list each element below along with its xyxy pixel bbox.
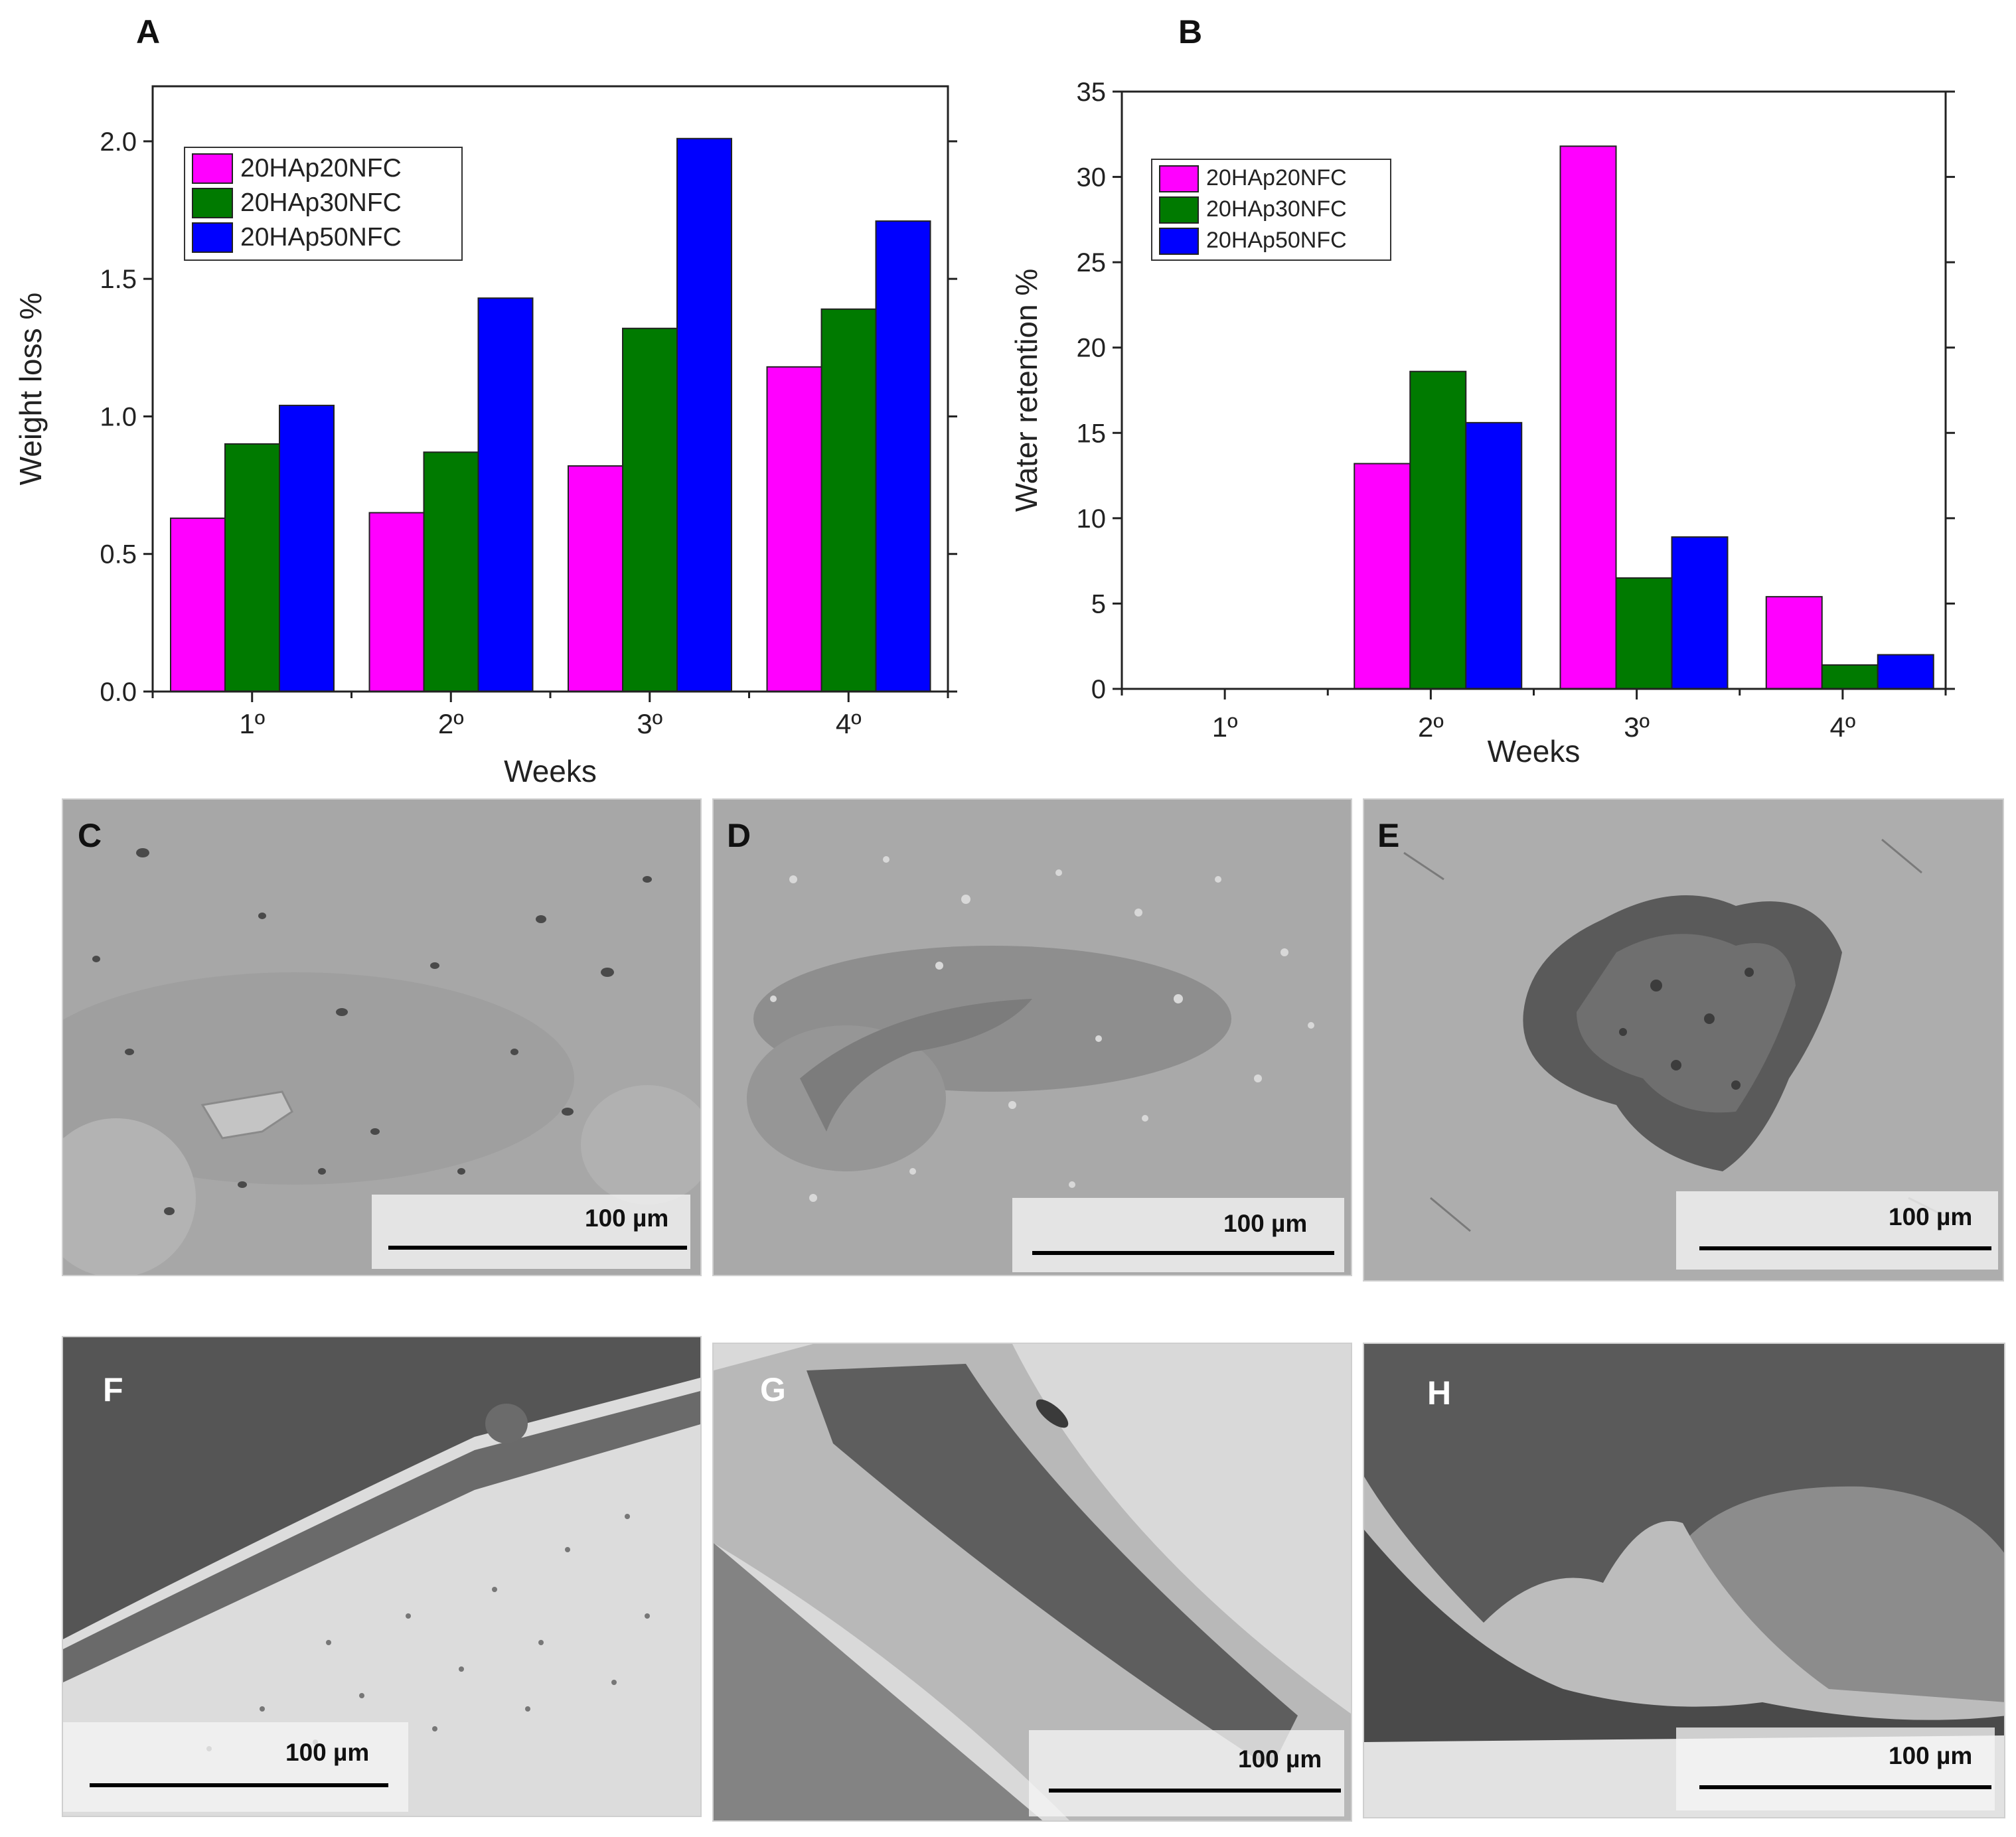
x-tick-label: 2º [438,708,464,739]
scale-bar [1699,1785,1991,1789]
micrograph-d: D 100 µm D [712,798,1352,1276]
scale-box [1029,1730,1344,1816]
panel-label: G [760,1371,786,1408]
bar-20HAp20NFC-4 [1765,596,1823,690]
legend-swatch-20HAp50NFC [1159,228,1199,255]
bar-20HAp20NFC-4 [766,366,822,692]
bar-20HAp30NFC-4 [1821,664,1879,690]
micrograph-e: 100 µm E [1363,798,2004,1282]
y-tick-label: 5 [1091,589,1106,619]
x-tick-label: 4º [836,708,862,739]
scale-bar [1032,1251,1334,1255]
legend-label-20HAp20NFC: 20HAp20NFC [1206,165,1347,190]
bar-20HAp20NFC-2 [1354,463,1411,690]
y-tick-label: 35 [1077,78,1107,107]
scale-label: 100 µm [1223,1210,1308,1237]
legend-swatch-20HAp30NFC [1159,196,1199,224]
x-axis-label: Weeks [504,754,597,788]
scale-bar [1049,1789,1341,1793]
y-tick-label: 1.5 [100,265,137,294]
y-tick-label: 25 [1077,248,1107,277]
micrograph-c: 100 µm C [62,798,702,1276]
legend-label-20HAp30NFC: 20HAp30NFC [1206,196,1347,222]
x-tick-label: 1º [239,708,265,739]
panel-label: E [1377,817,1400,854]
x-tick-label: 4º [1830,711,1856,743]
y-axis-label: Weight loss % [13,293,48,486]
y-axis-label: Water retention % [1009,269,1044,512]
micrograph-d-texture [714,800,1351,1275]
bar-20HAp30NFC-1 [224,443,280,693]
panel-label: B [1178,13,1202,50]
panel-label: A [136,13,160,50]
bar-20HAp50NFC-1 [279,404,335,692]
x-tick-label: 3º [1624,711,1650,743]
bar-20HAp50NFC-3 [676,137,732,693]
bar-20HAp50NFC-3 [1671,536,1729,690]
y-tick-label: 30 [1077,163,1107,192]
scale-label: 100 µm [1238,1745,1322,1773]
x-axis-label: Weeks [1488,734,1581,769]
panel-label: F [103,1371,123,1408]
x-tick-label: 2º [1418,711,1444,743]
bar-20HAp30NFC-4 [820,308,877,693]
legend-swatch-20HAp20NFC [1159,165,1199,192]
scale-bar [1699,1246,1991,1250]
legend-swatch-20HAp50NFC [192,222,233,253]
bar-20HAp20NFC-1 [170,517,226,692]
legend-label-20HAp50NFC: 20HAp50NFC [240,223,402,252]
scale-label: 100 µm [585,1205,669,1232]
scale-box [1676,1727,1995,1810]
scale-label: 100 µm [1889,1203,1973,1230]
y-tick-label: 0 [1091,675,1106,704]
scale-label: 100 µm [285,1739,370,1766]
scale-box [372,1195,690,1269]
y-tick-label: 1.0 [100,402,137,431]
scale-label: 100 µm [1889,1742,1973,1769]
scale-bar [90,1783,388,1787]
y-tick-label: 0.0 [100,678,137,707]
bar-20HAp50NFC-4 [1877,654,1934,690]
panel-label: C [78,817,102,854]
micrograph-h: 100 µm H [1363,1343,2005,1818]
bar-20HAp50NFC-2 [1465,421,1523,690]
y-tick-label: 0.5 [100,540,137,569]
bar-20HAp50NFC-2 [477,297,534,692]
panel-label: H [1427,1374,1452,1412]
scale-bar [388,1246,687,1250]
bar-20HAp50NFC-4 [875,220,931,692]
scale-box [1012,1198,1344,1272]
panel-label: D [727,817,751,854]
bar-20HAp20NFC-2 [368,512,425,693]
legend-label-20HAp20NFC: 20HAp20NFC [240,154,402,183]
y-tick-label: 2.0 [100,127,137,157]
legend-label-20HAp30NFC: 20HAp30NFC [240,188,402,217]
bar-20HAp20NFC-3 [1559,145,1617,690]
x-tick-label: 3º [637,708,662,739]
legend-swatch-20HAp20NFC [192,153,233,184]
micrograph-g: 100 µm G [712,1343,1352,1822]
bar-20HAp20NFC-3 [568,465,623,693]
bar-20HAp30NFC-3 [622,327,678,692]
y-tick-label: 10 [1077,504,1107,534]
legend-swatch-20HAp30NFC [192,188,233,218]
bar-20HAp30NFC-3 [1615,577,1673,690]
bar-20HAp30NFC-2 [423,451,479,692]
y-tick-label: 15 [1077,419,1107,448]
micrograph-f: 100 µm F [62,1336,702,1817]
scale-box [1676,1191,1998,1270]
bar-charts: A 0.0 0.5 1.0 1.5 2.0 1º 2º 3º 4º Weeks Weight loss… [13,13,1955,788]
x-tick-label: 1º [1212,711,1238,743]
legend-label-20HAp50NFC: 20HAp50NFC [1206,228,1347,253]
scale-box [63,1722,408,1812]
bar-20HAp30NFC-2 [1409,370,1467,690]
y-tick-label: 20 [1077,334,1107,363]
